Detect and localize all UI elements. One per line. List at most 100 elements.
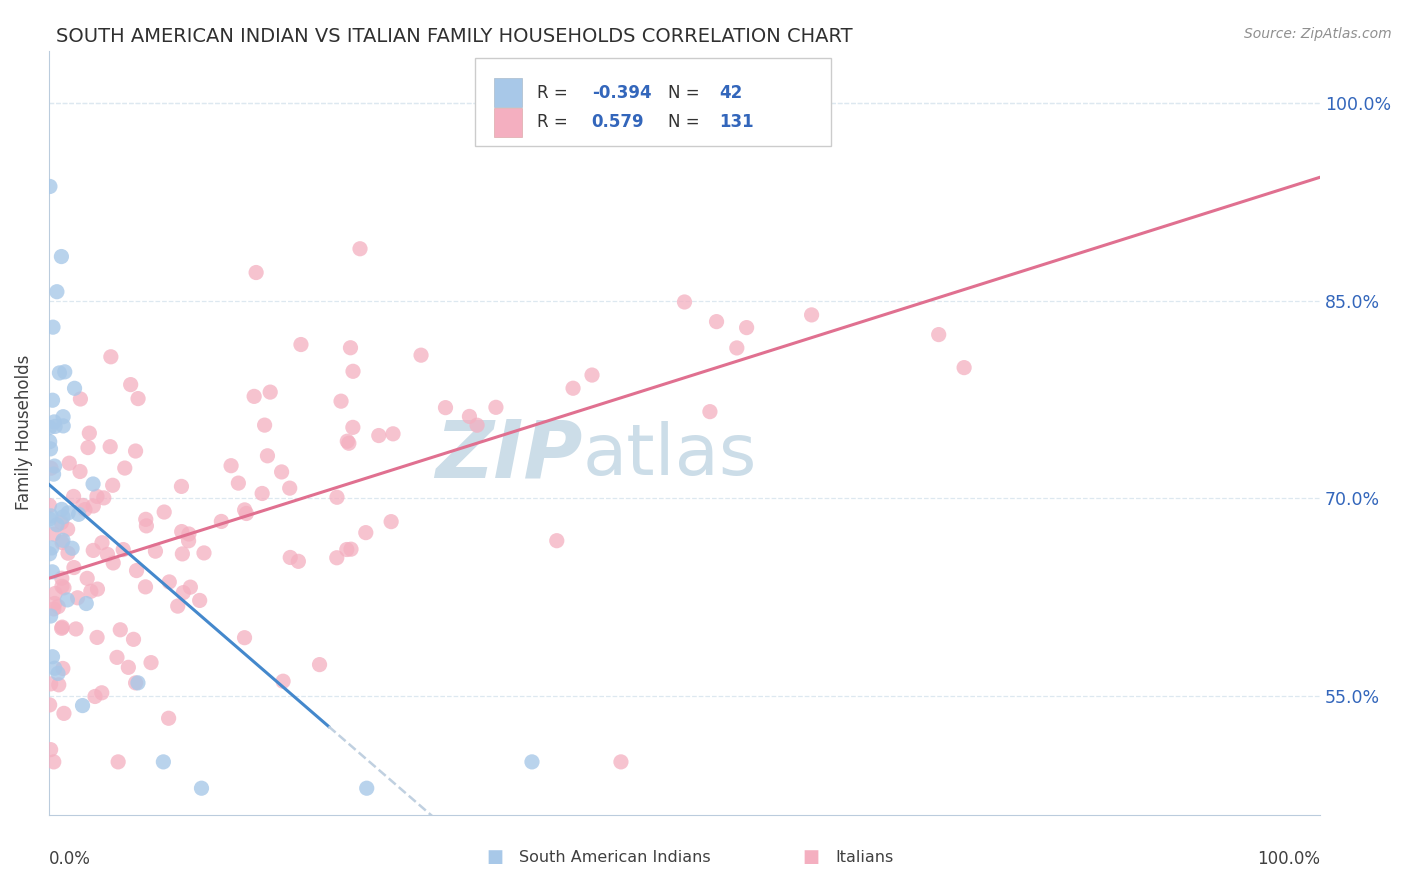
Point xyxy=(51,571,73,585)
Point xyxy=(326,490,349,504)
Text: Source: ZipAtlas.com: Source: ZipAtlas.com xyxy=(1244,27,1392,41)
Point xyxy=(69,392,91,406)
Point xyxy=(38,547,60,561)
Point xyxy=(673,295,696,310)
Point xyxy=(330,394,353,409)
Point xyxy=(290,337,312,351)
Point xyxy=(42,755,65,769)
Point xyxy=(60,541,83,556)
Point xyxy=(39,742,62,756)
Point xyxy=(69,465,91,479)
Point xyxy=(271,674,294,689)
Point xyxy=(177,533,200,548)
Point xyxy=(56,546,79,560)
Point xyxy=(38,698,60,712)
Point xyxy=(51,516,73,530)
Point xyxy=(44,415,66,429)
Point xyxy=(52,533,75,548)
Point xyxy=(725,341,748,355)
Point xyxy=(243,389,266,403)
Point xyxy=(233,631,256,645)
Point xyxy=(46,517,69,532)
Point xyxy=(153,505,176,519)
Point xyxy=(41,565,63,579)
Point xyxy=(170,479,193,493)
Point xyxy=(342,364,364,378)
Text: Italians: Italians xyxy=(835,850,893,865)
Text: 0.0%: 0.0% xyxy=(49,850,91,868)
Point xyxy=(172,585,194,599)
Point xyxy=(339,341,361,355)
Point xyxy=(58,456,80,470)
Point xyxy=(90,686,112,700)
FancyBboxPatch shape xyxy=(494,78,522,107)
Point xyxy=(52,510,75,524)
Point xyxy=(458,409,481,424)
Point xyxy=(82,543,104,558)
Point xyxy=(79,426,101,441)
Point xyxy=(38,499,60,513)
Point xyxy=(51,535,73,549)
Text: ZIP: ZIP xyxy=(436,417,583,494)
Point xyxy=(66,591,89,605)
Point xyxy=(101,478,124,492)
Point xyxy=(62,490,84,504)
Point xyxy=(278,481,301,495)
Point xyxy=(91,535,114,549)
Point xyxy=(44,597,66,611)
Point xyxy=(120,377,142,392)
Point xyxy=(48,366,70,380)
Point xyxy=(52,409,75,424)
FancyBboxPatch shape xyxy=(494,108,522,136)
Point xyxy=(562,381,585,395)
Point xyxy=(188,593,211,607)
Point xyxy=(46,599,69,614)
Point xyxy=(63,381,86,395)
Point xyxy=(209,515,232,529)
Point xyxy=(52,706,75,721)
Point xyxy=(170,524,193,539)
Point xyxy=(382,426,405,441)
Point xyxy=(356,781,378,796)
Point xyxy=(228,476,250,491)
Point xyxy=(39,508,62,523)
Point xyxy=(38,179,60,194)
Point xyxy=(581,368,603,382)
Point xyxy=(105,650,128,665)
Text: -0.394: -0.394 xyxy=(592,84,651,102)
Point xyxy=(259,385,281,400)
Point xyxy=(110,623,132,637)
Point xyxy=(245,266,267,280)
Point xyxy=(65,622,87,636)
Text: 100.0%: 100.0% xyxy=(1257,850,1320,868)
Point xyxy=(42,320,65,334)
Point xyxy=(735,320,758,334)
Point xyxy=(114,461,136,475)
Point xyxy=(520,755,543,769)
Text: 131: 131 xyxy=(718,113,754,131)
Point xyxy=(953,360,976,375)
Point xyxy=(86,631,108,645)
Point xyxy=(380,515,402,529)
Point xyxy=(96,548,118,562)
Point xyxy=(103,556,125,570)
Point xyxy=(193,546,215,560)
Point xyxy=(41,393,63,408)
Point xyxy=(152,755,174,769)
Point xyxy=(107,755,129,769)
FancyBboxPatch shape xyxy=(475,58,831,146)
Point xyxy=(86,582,108,596)
Point xyxy=(485,401,508,415)
Point xyxy=(39,609,62,624)
Point xyxy=(349,242,371,256)
Point xyxy=(179,580,201,594)
Text: N =: N = xyxy=(668,113,704,131)
Point xyxy=(100,350,122,364)
Point xyxy=(41,541,63,555)
Point xyxy=(465,418,488,433)
Point xyxy=(233,503,256,517)
Text: ■: ■ xyxy=(486,848,503,866)
Point xyxy=(699,404,721,418)
Point xyxy=(190,781,212,796)
Point xyxy=(124,676,146,690)
